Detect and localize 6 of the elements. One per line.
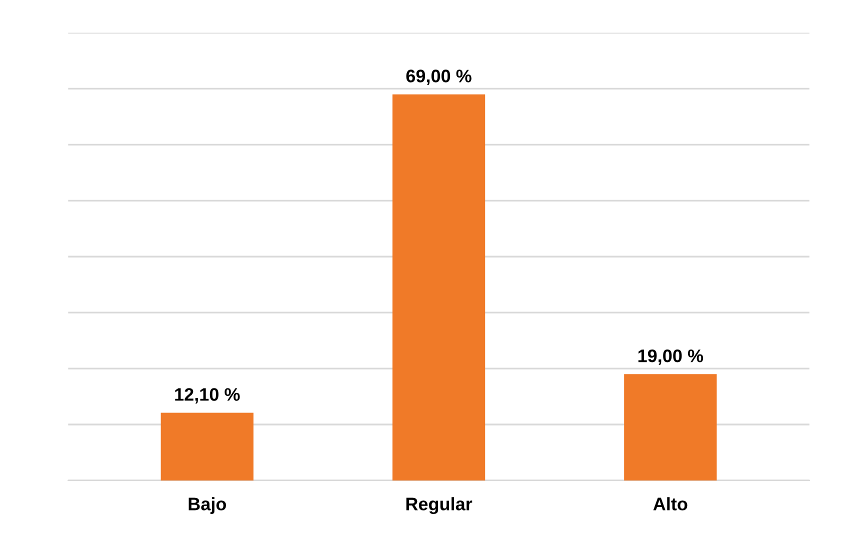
data-label: 12,10 % — [175, 388, 240, 404]
data-label: 69,00 % — [406, 70, 472, 86]
data-label: 19,00 % — [638, 349, 704, 365]
x-tick-label: Regular — [406, 497, 472, 514]
x-tick-label: Bajo — [188, 497, 226, 514]
x-tick-label: Alto — [653, 497, 688, 510]
